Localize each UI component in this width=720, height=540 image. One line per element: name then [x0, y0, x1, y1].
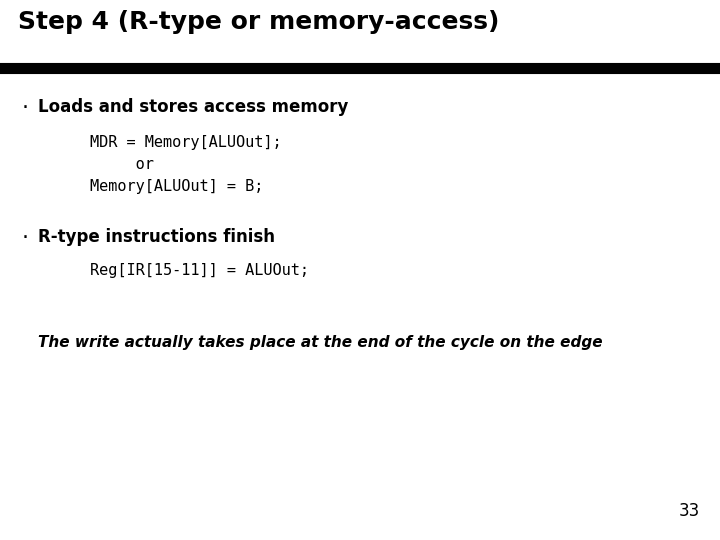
- Text: MDR = Memory[ALUOut];: MDR = Memory[ALUOut];: [90, 135, 282, 150]
- Text: Step 4 (R-type or memory-access): Step 4 (R-type or memory-access): [18, 10, 500, 34]
- Text: or: or: [90, 157, 154, 172]
- Text: The write actually takes place at the end of the cycle on the edge: The write actually takes place at the en…: [38, 335, 603, 350]
- Text: 33: 33: [679, 502, 700, 520]
- Text: ·: ·: [22, 228, 29, 248]
- Text: R-type instructions finish: R-type instructions finish: [38, 228, 275, 246]
- Text: Memory[ALUOut] = B;: Memory[ALUOut] = B;: [90, 179, 264, 194]
- Text: Loads and stores access memory: Loads and stores access memory: [38, 98, 348, 116]
- Text: ·: ·: [22, 98, 29, 118]
- Text: Reg[IR[15-11]] = ALUOut;: Reg[IR[15-11]] = ALUOut;: [90, 263, 309, 278]
